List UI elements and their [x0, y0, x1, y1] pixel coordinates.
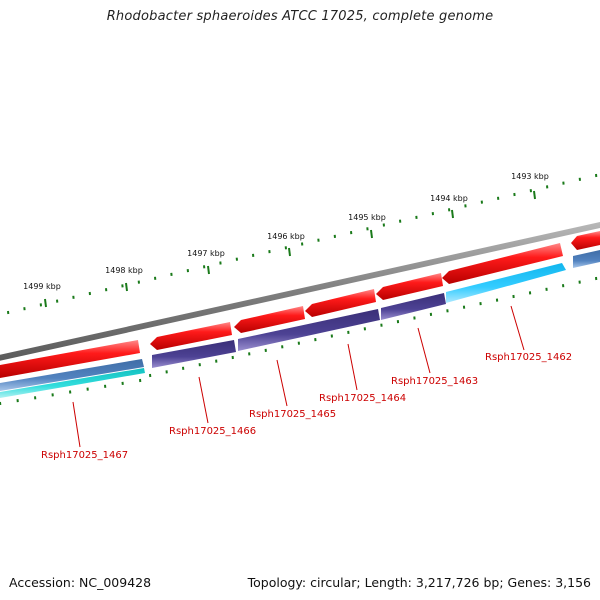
- forward-cds-arrow[interactable]: [442, 243, 563, 284]
- forward-cds-arrow[interactable]: [234, 306, 305, 333]
- map-title: Rhodobacter sphaeroides ATCC 17025, comp…: [106, 9, 494, 24]
- gene-label[interactable]: Rsph17025_1466: [169, 426, 256, 437]
- gene-label-leaders: [72, 305, 525, 448]
- reverse-cds-teal[interactable]: [0, 368, 145, 398]
- scale-tick-1497: 1497 kbp: [187, 249, 225, 275]
- svg-text:1493 kbp: 1493 kbp: [511, 172, 549, 181]
- gene-labels: Rsph17025_1462 Rsph17025_1463 Rsph17025_…: [41, 352, 572, 461]
- forward-cds-arrow[interactable]: [150, 322, 232, 350]
- reverse-cds-dark[interactable]: [152, 340, 236, 368]
- gene-label[interactable]: Rsph17025_1463: [391, 376, 478, 387]
- svg-text:1498 kbp: 1498 kbp: [105, 266, 143, 275]
- accession-text: Accession: NC_009428: [9, 575, 152, 590]
- scale-tick-1496: 1496 kbp: [267, 232, 305, 257]
- scale-tick-1498: 1498 kbp: [105, 266, 143, 292]
- reverse-cds-steel[interactable]: [0, 359, 144, 391]
- forward-cds-arrow[interactable]: [0, 340, 140, 378]
- genome-backbone: [0, 222, 600, 361]
- forward-cds-arrow[interactable]: [305, 289, 376, 317]
- svg-text:1494 kbp: 1494 kbp: [430, 194, 468, 203]
- svg-text:1497 kbp: 1497 kbp: [187, 249, 225, 258]
- svg-text:1495 kbp: 1495 kbp: [348, 213, 386, 222]
- genome-summary-text: Topology: circular; Length: 3,217,726 bp…: [247, 575, 591, 590]
- reverse-cds-dark[interactable]: [238, 309, 380, 351]
- reverse-cds-cyan[interactable]: [446, 263, 566, 303]
- forward-cds-arrow[interactable]: [571, 231, 600, 250]
- forward-strand-features: [0, 231, 600, 378]
- forward-cds-arrow[interactable]: [376, 273, 443, 300]
- scale-minor-ticks: [0, 173, 598, 406]
- reverse-cds-steel[interactable]: [573, 250, 600, 268]
- scale-tick-1493: 1493 kbp: [511, 172, 549, 200]
- gene-label[interactable]: Rsph17025_1462: [485, 352, 572, 363]
- svg-text:1496 kbp: 1496 kbp: [267, 232, 305, 241]
- gene-label[interactable]: Rsph17025_1464: [319, 393, 406, 404]
- reverse-strand-features: [0, 250, 600, 398]
- scale-tick-1499: 1499 kbp: [23, 282, 61, 308]
- scale-tick-1495: 1495 kbp: [348, 213, 386, 239]
- svg-text:1499 kbp: 1499 kbp: [23, 282, 61, 291]
- scale-tick-1494: 1494 kbp: [430, 194, 468, 219]
- gene-label[interactable]: Rsph17025_1465: [249, 409, 336, 420]
- scale-major-ticks: 1493 kbp 1494 kbp 1495 kbp 1496 kbp 1497…: [23, 172, 549, 308]
- gene-label[interactable]: Rsph17025_1467: [41, 450, 128, 461]
- reverse-cds-dark[interactable]: [381, 293, 446, 320]
